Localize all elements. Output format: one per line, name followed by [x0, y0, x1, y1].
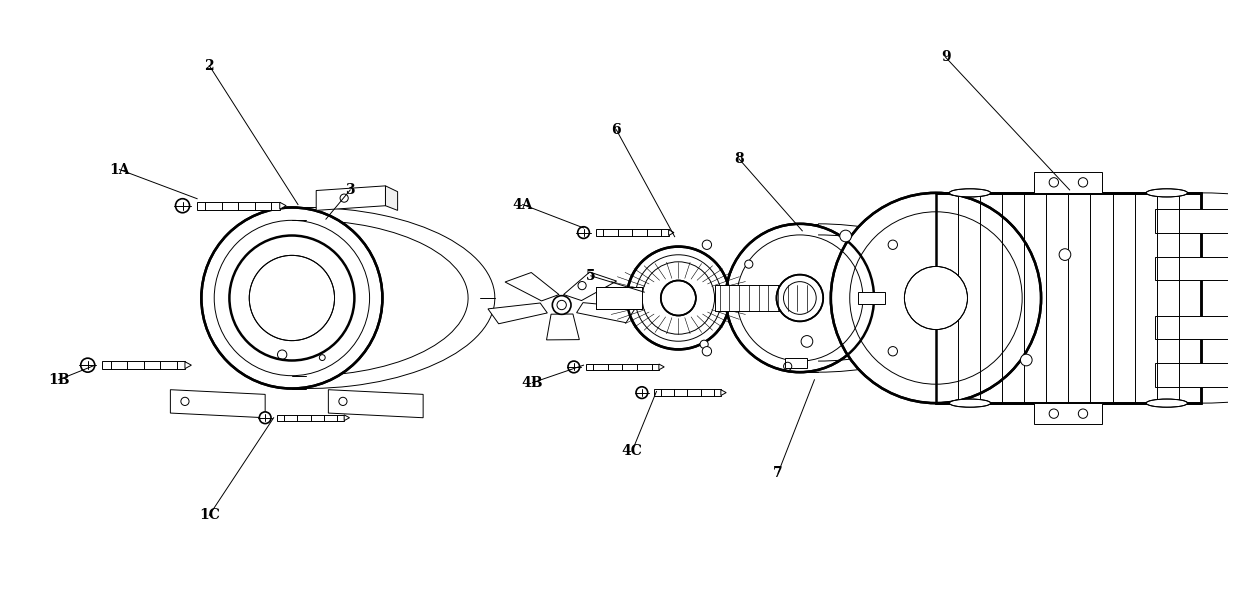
- Circle shape: [801, 336, 812, 347]
- Polygon shape: [489, 303, 547, 324]
- Circle shape: [702, 240, 712, 250]
- Text: 2: 2: [205, 58, 215, 73]
- Text: 4C: 4C: [621, 444, 642, 458]
- Circle shape: [201, 207, 382, 389]
- Circle shape: [888, 240, 898, 250]
- Circle shape: [636, 387, 647, 399]
- Ellipse shape: [1146, 399, 1188, 407]
- Polygon shape: [563, 272, 616, 300]
- Circle shape: [701, 340, 708, 348]
- Bar: [714, 285, 812, 311]
- Circle shape: [888, 346, 898, 356]
- Circle shape: [776, 275, 823, 321]
- Circle shape: [81, 358, 94, 372]
- Circle shape: [249, 255, 335, 341]
- Ellipse shape: [950, 189, 991, 197]
- Text: 7: 7: [774, 466, 782, 480]
- Circle shape: [578, 226, 589, 238]
- Text: 8: 8: [734, 152, 744, 166]
- Circle shape: [661, 281, 696, 315]
- Bar: [103, 361, 185, 369]
- Circle shape: [904, 266, 967, 330]
- Circle shape: [839, 230, 852, 242]
- Polygon shape: [185, 362, 191, 369]
- Polygon shape: [658, 364, 665, 370]
- Bar: [1154, 209, 1240, 232]
- Circle shape: [627, 247, 729, 349]
- Bar: [936, 193, 1200, 403]
- Bar: [587, 364, 658, 370]
- Text: 9: 9: [941, 50, 951, 64]
- Polygon shape: [505, 272, 559, 301]
- Bar: [1154, 315, 1240, 339]
- Bar: [197, 202, 280, 210]
- Circle shape: [578, 281, 587, 290]
- Polygon shape: [577, 303, 636, 322]
- Circle shape: [745, 260, 753, 268]
- Ellipse shape: [950, 399, 991, 407]
- Polygon shape: [386, 186, 398, 210]
- Polygon shape: [547, 314, 579, 340]
- Polygon shape: [170, 390, 265, 418]
- Circle shape: [831, 193, 1042, 403]
- Text: 4A: 4A: [512, 197, 533, 212]
- Circle shape: [552, 296, 570, 314]
- Text: 5: 5: [587, 269, 595, 283]
- Circle shape: [1059, 249, 1071, 260]
- Bar: [1034, 403, 1102, 424]
- Circle shape: [725, 224, 874, 372]
- Text: 3: 3: [346, 183, 355, 197]
- Bar: [278, 415, 345, 421]
- Bar: [595, 229, 668, 236]
- Text: 1C: 1C: [198, 508, 219, 522]
- Text: 1A: 1A: [109, 163, 130, 176]
- Polygon shape: [316, 186, 386, 210]
- Polygon shape: [345, 415, 350, 421]
- Bar: [1154, 364, 1240, 387]
- Text: 1B: 1B: [48, 372, 69, 387]
- Polygon shape: [329, 390, 423, 418]
- Text: 6: 6: [611, 123, 621, 137]
- Polygon shape: [720, 390, 727, 396]
- Text: 4B: 4B: [522, 375, 543, 390]
- Circle shape: [259, 412, 272, 424]
- Polygon shape: [280, 202, 286, 209]
- Bar: [936, 193, 1200, 403]
- Bar: [1034, 172, 1102, 193]
- Bar: [595, 287, 642, 309]
- Bar: [858, 291, 885, 305]
- Ellipse shape: [1146, 189, 1188, 197]
- Bar: [785, 358, 807, 368]
- Bar: [653, 389, 720, 396]
- Circle shape: [568, 361, 579, 372]
- Circle shape: [1021, 354, 1032, 366]
- Polygon shape: [668, 229, 675, 235]
- Circle shape: [702, 346, 712, 356]
- Bar: [1154, 257, 1240, 281]
- Circle shape: [176, 198, 190, 213]
